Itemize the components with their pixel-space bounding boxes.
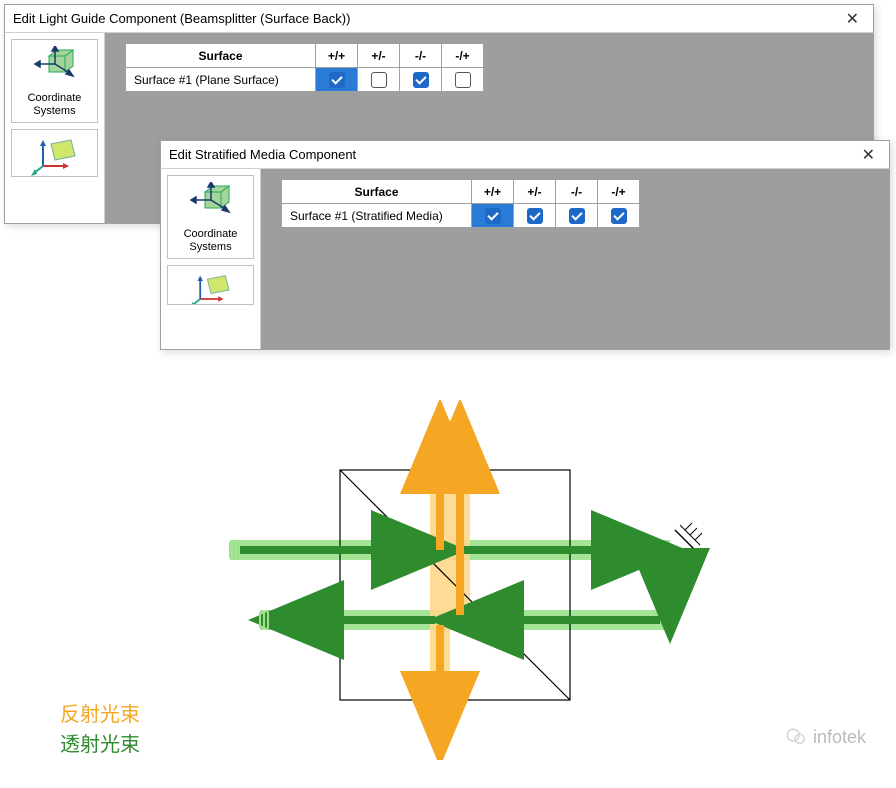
sidebar-1: Coordinate Systems [5, 33, 105, 223]
axes-icon [187, 272, 235, 305]
sidebar-label-coord-1: Coordinate Systems [14, 92, 95, 118]
col-pp-2: +/+ [472, 180, 514, 204]
row-label-2: Surface #1 (Stratified Media) [282, 204, 472, 228]
legend-reflected-label: 反射光束 [60, 704, 140, 726]
col-surface-1: Surface [126, 44, 316, 68]
cb-mp-2[interactable] [598, 204, 640, 228]
sidebar-item-2-2[interactable] [167, 265, 254, 305]
titlebar-1: Edit Light Guide Component (Beamsplitter… [5, 5, 873, 33]
col-mp-2: -/+ [598, 180, 640, 204]
coordinate-cube-icon [31, 46, 79, 90]
col-mm-2: -/- [556, 180, 598, 204]
sidebar-label-coord-2: Coordinate Systems [170, 228, 251, 254]
title-text-2: Edit Stratified Media Component [169, 147, 356, 162]
col-mm-1: -/- [400, 44, 442, 68]
legend-reflected: 反射光束 [60, 700, 140, 730]
sidebar-2: Coordinate Systems [161, 169, 261, 349]
legend-transmitted: 透射光束 [60, 730, 140, 760]
axes-icon [31, 136, 79, 176]
watermark: infotek [785, 726, 866, 748]
col-pm-1: +/- [358, 44, 400, 68]
table-row-1: Surface #1 (Plane Surface) [126, 68, 484, 92]
close-button-1[interactable]: ✕ [840, 9, 865, 29]
sidebar-item-2-1[interactable] [11, 129, 98, 177]
col-pp-1: +/+ [316, 44, 358, 68]
sidebar-item-coord-2[interactable]: Coordinate Systems [167, 175, 254, 259]
title-text-1: Edit Light Guide Component (Beamsplitter… [13, 11, 350, 26]
col-mp-1: -/+ [442, 44, 484, 68]
table-row-2: Surface #1 (Stratified Media) [282, 204, 640, 228]
close-button-2[interactable]: ✕ [856, 145, 881, 165]
cb-pp-1[interactable] [316, 68, 358, 92]
optical-diagram [200, 400, 760, 760]
row-label-1: Surface #1 (Plane Surface) [126, 68, 316, 92]
cb-mm-2[interactable] [556, 204, 598, 228]
col-pm-2: +/- [514, 180, 556, 204]
wechat-icon [785, 726, 807, 748]
window-stratified-media: Edit Stratified Media Component ✕ [160, 140, 890, 350]
legend: 反射光束 透射光束 [60, 700, 140, 760]
cb-pm-2[interactable] [514, 204, 556, 228]
cb-pp-2[interactable] [472, 204, 514, 228]
surface-table-1: Surface +/+ +/- -/- -/+ Surface #1 (Plan… [125, 43, 484, 92]
watermark-text: infotek [813, 727, 866, 748]
cb-pm-1[interactable] [358, 68, 400, 92]
surface-table-2: Surface +/+ +/- -/- -/+ Surface #1 (Stra… [281, 179, 640, 228]
sidebar-item-coord-1[interactable]: Coordinate Systems [11, 39, 98, 123]
content-2: Surface +/+ +/- -/- -/+ Surface #1 (Stra… [261, 169, 889, 349]
cb-mp-1[interactable] [442, 68, 484, 92]
titlebar-2: Edit Stratified Media Component ✕ [161, 141, 889, 169]
legend-transmitted-label: 透射光束 [60, 734, 140, 756]
coordinate-cube-icon [187, 182, 235, 226]
cb-mm-1[interactable] [400, 68, 442, 92]
col-surface-2: Surface [282, 180, 472, 204]
